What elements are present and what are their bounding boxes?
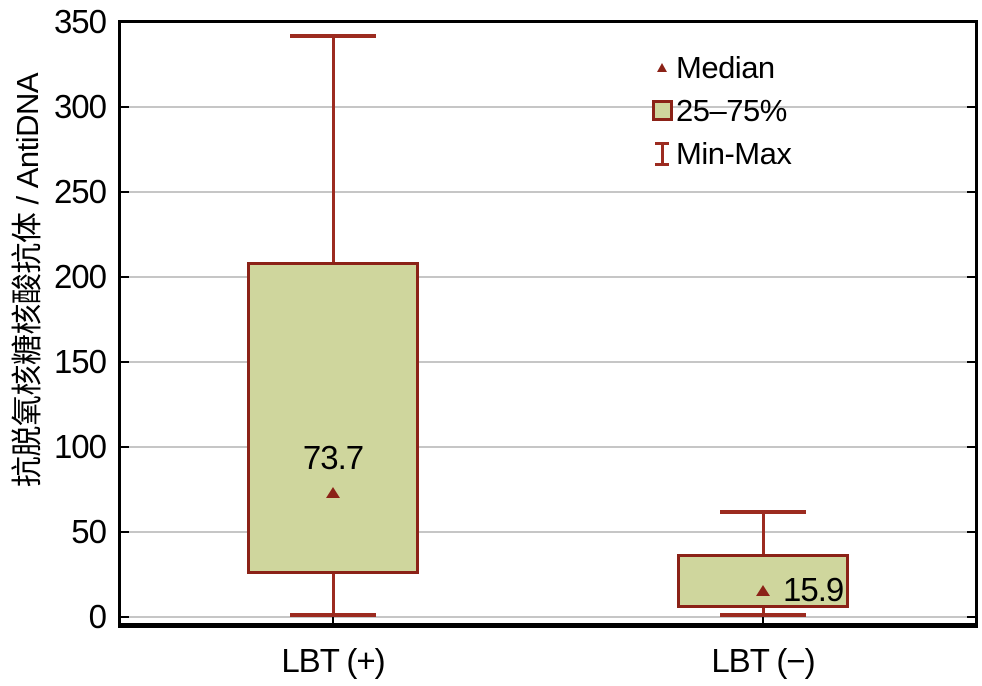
iqr-box bbox=[677, 554, 849, 609]
x-tick-mark bbox=[762, 615, 764, 623]
legend-item-median: Median bbox=[648, 46, 791, 89]
minmax-whisker-icon bbox=[648, 141, 676, 166]
gridline bbox=[121, 191, 975, 193]
gridline bbox=[121, 616, 975, 618]
y-tick-mark-right bbox=[967, 191, 975, 193]
legend-item-iqr: 25–75% bbox=[648, 89, 791, 132]
legend-label-median: Median bbox=[676, 50, 775, 85]
y-tick-mark-left bbox=[121, 616, 129, 618]
whisker-cap-max bbox=[720, 509, 806, 514]
median-value-label: 15.9 bbox=[783, 570, 844, 608]
whisker-cap-min bbox=[290, 613, 376, 618]
y-tick-label: 350 bbox=[53, 3, 107, 40]
y-tick-mark-right bbox=[967, 276, 975, 278]
y-tick-label: 200 bbox=[53, 258, 107, 295]
legend-label-minmax: Min-Max bbox=[676, 136, 792, 171]
x-category-label: LBT (−) bbox=[711, 642, 815, 679]
y-tick-label: 0 bbox=[88, 598, 107, 635]
plot-border-right bbox=[975, 20, 978, 628]
whisker-cap-max bbox=[290, 33, 376, 38]
legend-label-iqr: 25–75% bbox=[676, 93, 787, 128]
y-tick-mark-left bbox=[121, 276, 129, 278]
whisker-cap-min bbox=[720, 613, 806, 618]
iqr-box-icon bbox=[648, 100, 676, 121]
x-tick-mark bbox=[332, 615, 334, 623]
plot-border-left bbox=[118, 20, 121, 628]
y-tick-label: 50 bbox=[71, 513, 107, 550]
gridline bbox=[121, 106, 975, 108]
iqr-box bbox=[247, 261, 419, 575]
legend: Median 25–75% Min-Max bbox=[648, 46, 792, 175]
y-tick-mark-left bbox=[121, 446, 129, 448]
y-tick-label: 250 bbox=[53, 173, 107, 210]
gridline bbox=[121, 276, 975, 278]
y-tick-mark-right bbox=[967, 106, 975, 108]
y-tick-mark-right bbox=[967, 446, 975, 448]
y-tick-mark-left bbox=[121, 106, 129, 108]
gridline bbox=[121, 446, 975, 448]
legend-item-minmax: Min-Max bbox=[648, 132, 792, 175]
y-tick-label: 150 bbox=[53, 343, 107, 380]
median-marker bbox=[326, 486, 340, 498]
median-triangle-icon bbox=[648, 63, 676, 72]
y-tick-label: 300 bbox=[53, 88, 107, 125]
plot-border-bottom bbox=[118, 623, 978, 628]
y-tick-mark-left bbox=[121, 191, 129, 193]
y-tick-mark-right bbox=[967, 361, 975, 363]
y-tick-label: 100 bbox=[53, 428, 107, 465]
gridline bbox=[121, 361, 975, 363]
y-tick-mark-right bbox=[967, 531, 975, 533]
plot-border-top bbox=[118, 20, 978, 23]
y-tick-mark-right bbox=[967, 616, 975, 618]
y-tick-mark-left bbox=[121, 361, 129, 363]
median-marker bbox=[756, 584, 770, 596]
median-value-label: 73.7 bbox=[302, 438, 364, 476]
gridline bbox=[121, 531, 975, 533]
y-tick-mark-left bbox=[121, 531, 129, 533]
x-category-label: LBT (+) bbox=[281, 642, 385, 679]
